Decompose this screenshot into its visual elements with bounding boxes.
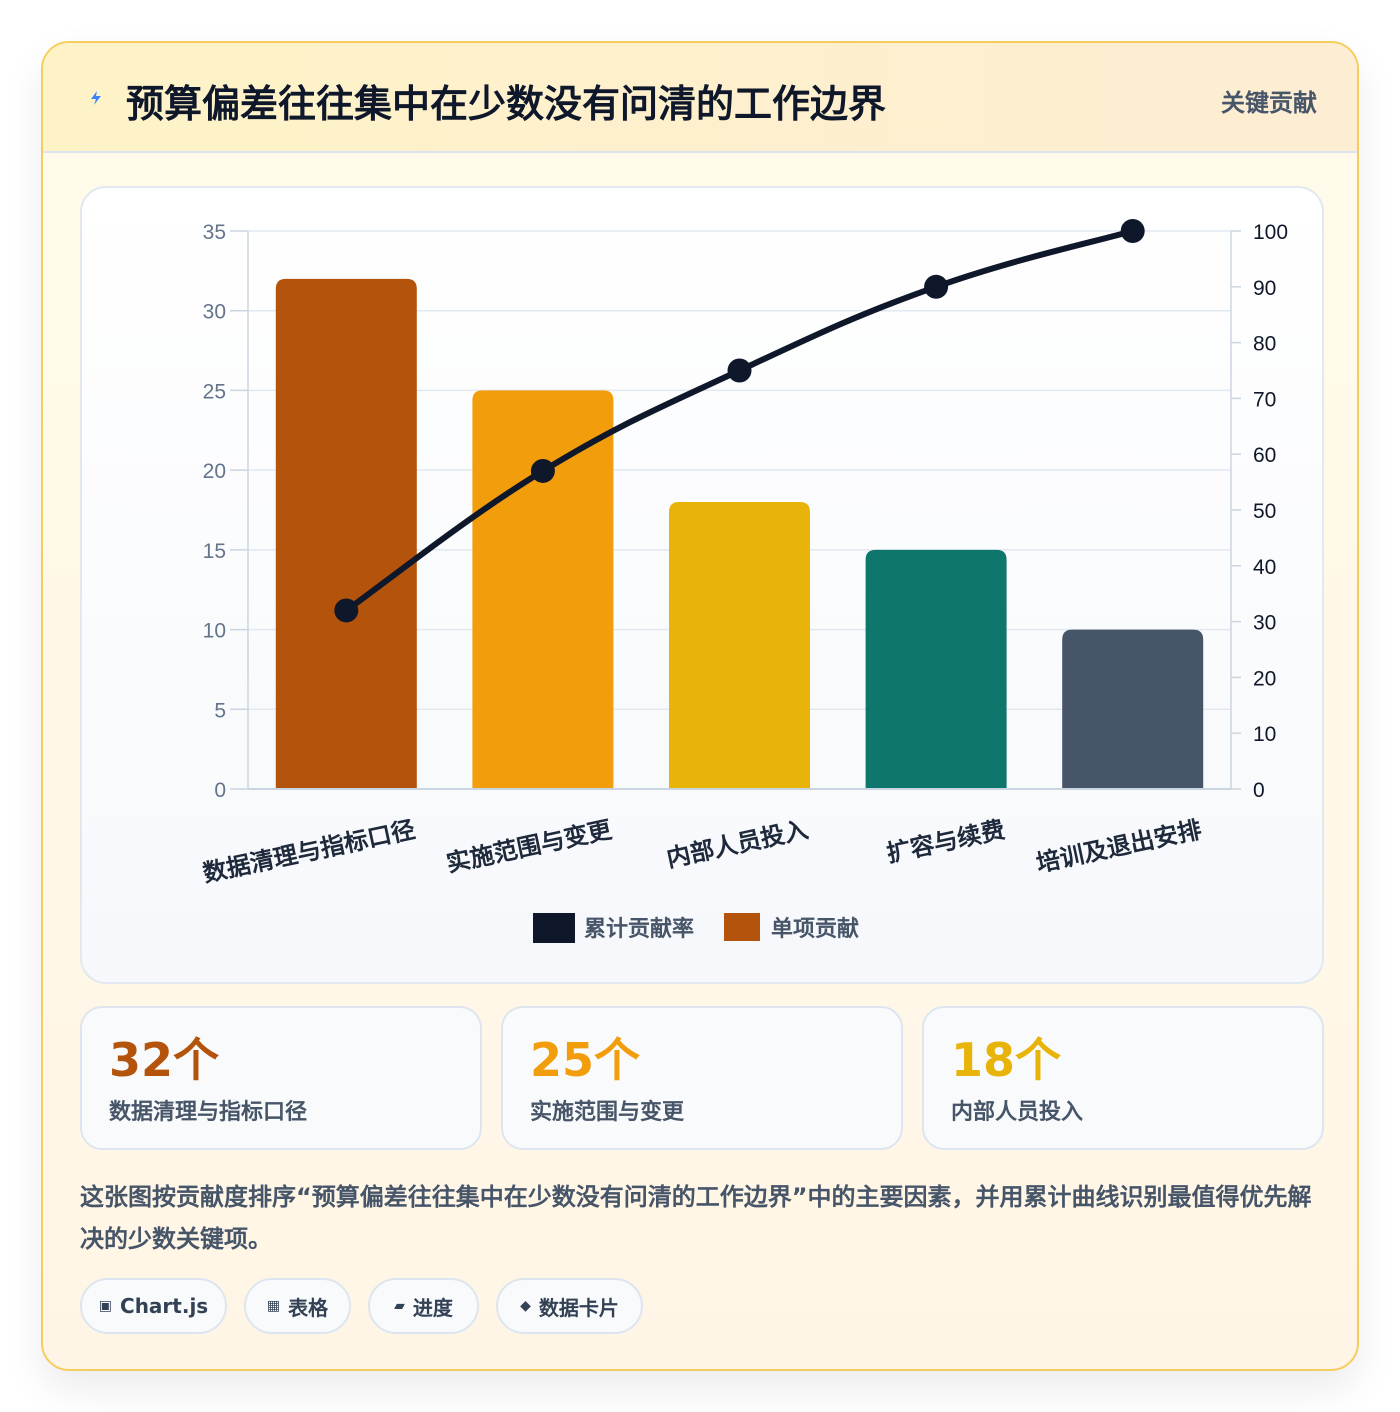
progress-icon: ▰ — [394, 1298, 405, 1314]
x-tick-label: 培训及退出安排 — [1034, 815, 1204, 877]
y2-tick-label: 0 — [1253, 779, 1265, 802]
lightning-icon — [91, 91, 101, 105]
x-tick-label: 扩容与续费 — [884, 815, 1007, 867]
y2-tick-label: 10 — [1253, 723, 1276, 746]
report-card: 预算偏差往往集中在少数没有问清的工作边界 关键贡献 0 5 10 15 20 25 30 35… — [41, 41, 1359, 1371]
y-tick-label: 5 — [214, 699, 226, 722]
bar — [669, 502, 810, 789]
cumulative-point — [530, 458, 555, 483]
cumulative-point — [1120, 219, 1145, 243]
bar — [865, 549, 1007, 789]
tag-label: 表格 — [288, 1295, 329, 1320]
tag-progress[interactable]: ▰ 进度 — [368, 1278, 479, 1334]
tag-chartjs[interactable]: ▣ Chart.js — [80, 1278, 227, 1334]
stat-card-3: 18个 内部人员投入 — [922, 1006, 1324, 1150]
legend-label-bar: 单项贡献 — [771, 916, 859, 942]
tag-label: 进度 — [412, 1295, 453, 1320]
tag-label: Chart.js — [120, 1294, 209, 1318]
y2-tick-label: 30 — [1253, 612, 1276, 635]
y2-tick-label: 90 — [1253, 277, 1276, 300]
legend-label-cumulative: 累计贡献率 — [584, 916, 694, 942]
pareto-chart: 0 5 10 15 20 25 30 35 0 10 20 30 40 50 60 70 80 90 100 数据清理… — [200, 219, 1288, 943]
legend-swatch-cumulative — [533, 913, 575, 943]
square-icon: ▣ — [98, 1298, 113, 1314]
chart-description: 这张图按贡献度排序“预算偏差往往集中在少数没有问清的工作边界”中的主要因素，并用… — [80, 1183, 1312, 1253]
stat-card-2: 25个 实施范围与变更 — [501, 1006, 903, 1150]
stat-value: 18个 — [951, 1033, 1062, 1087]
card-header: 预算偏差往往集中在少数没有问清的工作边界 关键贡献 — [43, 43, 1357, 153]
bar — [275, 278, 417, 789]
chart-panel: 0 5 10 15 20 25 30 35 0 10 20 30 40 50 60 70 80 90 100 数据清理… — [80, 186, 1324, 984]
y-tick-label: 0 — [214, 779, 226, 802]
table-icon: ▦ — [266, 1298, 281, 1314]
y2-tick-label: 60 — [1253, 444, 1276, 467]
y-tick-label: 30 — [203, 301, 226, 324]
bar — [1062, 629, 1204, 789]
tag-data-card[interactable]: ◆ 数据卡片 — [496, 1278, 643, 1334]
y2-tick-label: 40 — [1253, 556, 1276, 579]
key-contribution-badge: 关键贡献 — [1221, 89, 1317, 117]
y2-tick-label: 80 — [1253, 333, 1276, 356]
y2-tick-label: 100 — [1253, 221, 1288, 244]
stat-label: 实施范围与变更 — [530, 1100, 685, 1125]
cumulative-point — [727, 358, 752, 383]
x-tick-label: 内部人员投入 — [664, 815, 811, 872]
y-tick-label: 10 — [203, 620, 226, 643]
y2-tick-label: 70 — [1253, 388, 1276, 411]
y-tick-label: 20 — [203, 460, 226, 483]
legend-swatch-bar — [724, 913, 760, 941]
cumulative-point — [924, 274, 949, 299]
cumulative-point — [334, 598, 359, 623]
stat-value: 25个 — [530, 1033, 641, 1087]
y2-tick-label: 50 — [1253, 500, 1276, 523]
stat-label: 数据清理与指标口径 — [109, 1100, 308, 1125]
tag-table[interactable]: ▦ 表格 — [244, 1278, 351, 1334]
stat-value: 32个 — [109, 1033, 220, 1087]
page-title: 预算偏差往往集中在少数没有问清的工作边界 — [126, 82, 887, 126]
y-tick-label: 35 — [203, 221, 226, 244]
y-tick-label: 25 — [203, 380, 226, 403]
y2-tick-label: 20 — [1253, 667, 1276, 690]
diamond-icon: ◆ — [520, 1298, 531, 1314]
x-tick-label: 实施范围与变更 — [444, 815, 615, 878]
x-tick-label: 数据清理与指标口径 — [200, 815, 417, 887]
y-tick-label: 15 — [203, 540, 226, 563]
stat-label: 内部人员投入 — [951, 1100, 1084, 1125]
stat-card-1: 32个 数据清理与指标口径 — [80, 1006, 482, 1150]
bar — [472, 390, 614, 789]
tag-label: 数据卡片 — [538, 1295, 619, 1320]
